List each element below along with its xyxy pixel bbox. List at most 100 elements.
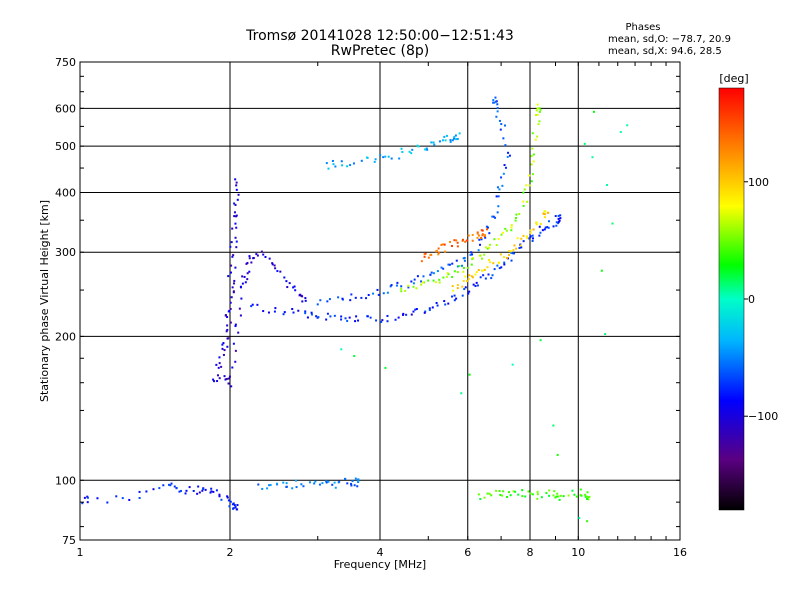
data-point (397, 316, 400, 319)
data-point (427, 256, 430, 259)
data-point (234, 215, 237, 218)
data-point (485, 228, 488, 231)
data-point (538, 110, 541, 113)
data-point (529, 235, 532, 238)
data-point (498, 267, 501, 270)
data-point (234, 222, 237, 225)
data-point (451, 295, 454, 298)
data-point (503, 263, 506, 266)
data-point (480, 238, 483, 241)
data-point (188, 486, 191, 489)
data-point (227, 499, 230, 502)
data-point (548, 494, 551, 497)
data-point (233, 215, 236, 218)
data-point (310, 313, 313, 316)
data-point (507, 253, 510, 256)
data-point (604, 333, 607, 336)
data-point (227, 275, 230, 278)
data-point (508, 250, 511, 253)
data-point (96, 497, 99, 500)
data-point (496, 211, 499, 214)
data-point (428, 309, 431, 312)
data-point (291, 487, 294, 490)
data-point (221, 347, 224, 350)
data-point (456, 265, 459, 268)
data-point (170, 482, 173, 485)
data-point (536, 493, 539, 496)
data-point (304, 297, 307, 300)
data-point (374, 158, 377, 161)
y-tick-label: 600 (55, 102, 76, 115)
data-point (464, 275, 467, 278)
data-point (422, 281, 425, 284)
data-point (424, 148, 427, 151)
data-point (431, 306, 434, 309)
data-point (433, 143, 436, 146)
data-point (516, 237, 519, 240)
data-point (218, 495, 221, 498)
data-point (512, 249, 515, 252)
data-point (497, 195, 500, 198)
data-point (387, 155, 390, 158)
data-point (246, 272, 249, 275)
data-point (275, 482, 278, 485)
data-point (471, 253, 474, 256)
data-point (377, 293, 380, 296)
data-point (234, 349, 237, 352)
chart-subtitle: RwPretec (8p) (331, 43, 429, 59)
data-point (545, 492, 548, 495)
data-point (297, 309, 300, 312)
data-point (226, 496, 229, 499)
data-point (235, 184, 238, 187)
data-point (504, 144, 507, 147)
data-point (360, 296, 363, 299)
data-point (237, 193, 240, 196)
data-point (446, 272, 449, 275)
data-point (480, 236, 483, 239)
data-point (605, 183, 608, 186)
data-point (340, 318, 343, 321)
data-point (447, 263, 450, 266)
data-point (332, 163, 335, 166)
data-point (301, 300, 304, 303)
data-point (299, 293, 302, 296)
data-point (438, 140, 441, 143)
data-point (386, 320, 389, 323)
data-point (541, 229, 544, 232)
data-point (401, 150, 404, 153)
data-point (472, 283, 475, 286)
data-point (228, 505, 231, 508)
data-point (483, 496, 486, 499)
data-point (458, 132, 461, 135)
data-point (310, 311, 313, 314)
x-tick-label: 6 (464, 546, 471, 559)
data-point (571, 489, 574, 492)
data-point (86, 501, 89, 504)
data-point (486, 226, 489, 229)
data-point (234, 323, 237, 326)
data-point (511, 363, 514, 366)
data-point (292, 286, 295, 289)
data-point (162, 484, 165, 487)
data-point (314, 480, 317, 483)
data-point (504, 166, 507, 169)
data-point (81, 502, 84, 505)
data-point (507, 151, 510, 154)
data-point (435, 249, 438, 252)
colorbar-tick-label: 100 (748, 176, 769, 189)
colorbar-label: [deg] (719, 72, 748, 85)
x-tick-label: 1 (77, 546, 84, 559)
data-point (522, 204, 525, 207)
data-point (341, 164, 344, 167)
data-point (328, 298, 331, 301)
data-point (233, 211, 236, 214)
data-point (489, 261, 492, 264)
data-point (379, 154, 382, 157)
data-point (240, 297, 243, 300)
data-point (510, 259, 513, 262)
data-point (415, 308, 418, 311)
data-point (548, 489, 551, 492)
data-point (416, 275, 419, 278)
data-point (262, 253, 265, 256)
